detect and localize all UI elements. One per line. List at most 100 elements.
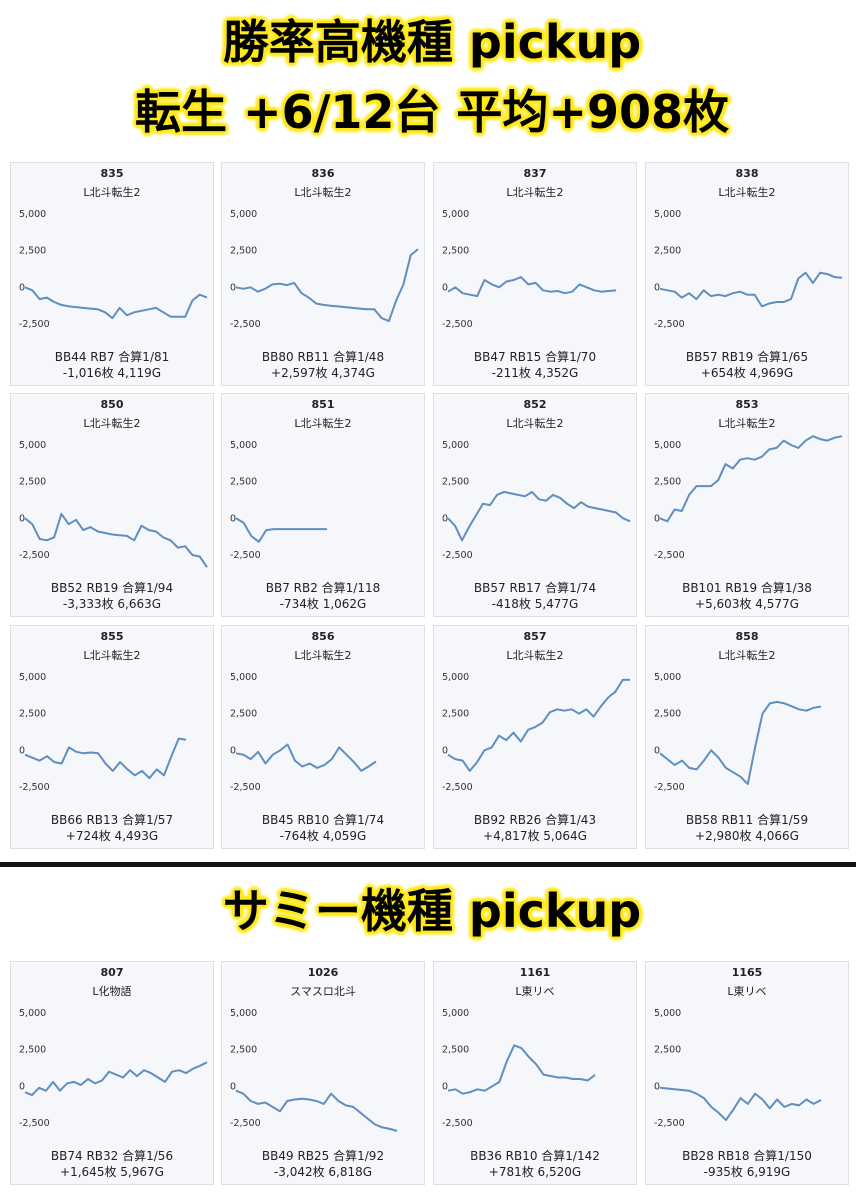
y-tick-label: -2,500 xyxy=(442,1118,473,1129)
slump-graph: 5,000 2,500 0 -2,500 xyxy=(654,209,843,330)
series-line xyxy=(659,435,843,523)
stats-block: BB47 RB15 合算1/70 -211枚 4,352G xyxy=(434,349,636,381)
y-tick-label: 5,000 xyxy=(230,209,257,220)
stats-block: BB52 RB19 合算1/94 -3,333枚 6,663G xyxy=(11,580,213,612)
result-stats: -935枚 6,919G xyxy=(703,1165,791,1179)
model-name: L北斗転生2 xyxy=(718,649,776,662)
y-tick-label: 2,500 xyxy=(654,709,681,720)
y-tick-label: -2,500 xyxy=(19,782,50,793)
series-line xyxy=(24,512,208,568)
slump-graph: 5,000 2,500 0 -2,500 xyxy=(442,1008,596,1129)
y-tick-label: -2,500 xyxy=(230,782,261,793)
stats-block: BB49 RB25 合算1/92 -3,042枚 6,818G xyxy=(222,1148,424,1180)
chart-panel-856: 856 L北斗転生2 5,000 2,500 0 -2,500 BB45 RB10 合算1/… xyxy=(221,625,425,849)
y-tick-label: -2,500 xyxy=(654,782,685,793)
machine-number: 837 xyxy=(523,167,547,180)
headline-sammy-pickup: サミー機種 pickup xyxy=(222,884,642,938)
series-line xyxy=(235,1089,398,1132)
model-name: L北斗転生2 xyxy=(294,417,352,430)
result-stats: +781枚 6,520G xyxy=(488,1165,582,1179)
y-tick-label: -2,500 xyxy=(19,319,50,330)
series-line xyxy=(235,743,377,772)
model-name: L北斗転生2 xyxy=(294,186,352,199)
result-stats: -734枚 1,062G xyxy=(279,597,367,611)
stats-block: BB57 RB17 合算1/74 -418枚 5,477G xyxy=(434,580,636,612)
bonus-stats: BB101 RB19 合算1/38 xyxy=(682,581,812,595)
chart-panel-836: 836 L北斗転生2 5,000 2,500 0 -2,500 BB80 RB11 合算1/… xyxy=(221,162,425,386)
result-stats: +2,597枚 4,374G xyxy=(271,366,375,380)
result-stats: -211枚 4,352G xyxy=(491,366,579,380)
headline-pickup: 勝率高機種 pickup xyxy=(222,15,642,69)
y-tick-label: 2,500 xyxy=(230,246,257,257)
slump-graph: 5,000 2,500 0 -2,500 xyxy=(442,672,631,793)
machine-number: 855 xyxy=(100,630,124,643)
y-tick-label: -2,500 xyxy=(230,319,261,330)
y-tick-label: -2,500 xyxy=(654,1118,685,1129)
series-line xyxy=(24,1061,208,1097)
y-tick-label: 0 xyxy=(442,282,448,293)
chart-panel-853: 853 L北斗転生2 5,000 2,500 0 -2,500 BB101 RB19 合算1… xyxy=(645,393,849,617)
machine-number: 850 xyxy=(100,398,124,411)
machine-number: 1165 xyxy=(731,966,763,979)
bonus-stats: BB57 RB17 合算1/74 xyxy=(473,581,597,595)
slump-graph: 5,000 2,500 0 -2,500 xyxy=(19,672,187,793)
bonus-stats: BB7 RB2 合算1/118 xyxy=(265,581,381,595)
chart-panel-807: 807 L化物語 5,000 2,500 0 -2,500 BB74 RB32 合算1/56… xyxy=(10,961,214,1185)
slump-graph: 5,000 2,500 0 -2,500 xyxy=(230,1008,398,1132)
y-tick-label: 0 xyxy=(654,1081,660,1092)
y-tick-label: 5,000 xyxy=(230,440,257,451)
slump-graph: 5,000 2,500 0 -2,500 xyxy=(230,209,419,330)
machine-number: 835 xyxy=(100,167,124,180)
chart-panel-855: 855 L北斗転生2 5,000 2,500 0 -2,500 BB66 RB13 合算1/… xyxy=(10,625,214,849)
series-line xyxy=(24,737,187,780)
bonus-stats: BB57 RB19 合算1/65 xyxy=(685,350,809,364)
series-line xyxy=(659,271,843,308)
bonus-stats: BB80 RB11 合算1/48 xyxy=(261,350,385,364)
slump-graph: 5,000 2,500 0 -2,500 xyxy=(19,209,208,330)
machine-number: 858 xyxy=(735,630,759,643)
bonus-stats: BB45 RB10 合算1/74 xyxy=(261,813,385,827)
y-tick-label: 0 xyxy=(19,513,25,524)
stats-block: BB66 RB13 合算1/57 +724枚 4,493G xyxy=(11,812,213,844)
stats-block: BB44 RB7 合算1/81 -1,016枚 4,119G xyxy=(11,349,213,381)
bonus-stats: BB92 RB26 合算1/43 xyxy=(473,813,597,827)
series-line xyxy=(447,276,617,298)
result-stats: +654枚 4,969G xyxy=(700,366,794,380)
model-name: L北斗転生2 xyxy=(83,649,141,662)
y-tick-label: -2,500 xyxy=(442,782,473,793)
y-tick-label: 0 xyxy=(442,513,448,524)
stats-block: BB36 RB10 合算1/142 +781枚 6,520G xyxy=(434,1148,636,1180)
result-stats: +5,603枚 4,577G xyxy=(695,597,799,611)
y-tick-label: 2,500 xyxy=(442,477,469,488)
chart-panel-851: 851 L北斗転生2 5,000 2,500 0 -2,500 BB7 RB2 合算1/11… xyxy=(221,393,425,617)
model-name: L東リベ xyxy=(727,985,767,998)
chart-panel-1026: 1026 スマスロ北斗 5,000 2,500 0 -2,500 BB49 RB25 合算1… xyxy=(221,961,425,1185)
bonus-stats: BB58 RB11 合算1/59 xyxy=(685,813,809,827)
stats-block: BB7 RB2 合算1/118 -734枚 1,062G xyxy=(222,580,424,612)
model-name: L北斗転生2 xyxy=(718,417,776,430)
y-tick-label: -2,500 xyxy=(19,550,50,561)
machine-number: 1161 xyxy=(519,966,551,979)
slump-graph: 5,000 2,500 0 -2,500 xyxy=(654,435,843,561)
stats-block: BB80 RB11 合算1/48 +2,597枚 4,374G xyxy=(222,349,424,381)
model-name: L北斗転生2 xyxy=(506,649,564,662)
y-tick-label: 0 xyxy=(230,513,236,524)
y-tick-label: 2,500 xyxy=(19,246,46,257)
y-tick-label: 2,500 xyxy=(442,709,469,720)
y-tick-label: 5,000 xyxy=(19,440,46,451)
bonus-stats: BB36 RB10 合算1/142 xyxy=(470,1149,600,1163)
stats-block: BB57 RB19 合算1/65 +654枚 4,969G xyxy=(646,349,848,381)
bonus-stats: BB47 RB15 合算1/70 xyxy=(473,350,597,364)
result-stats: +1,645枚 5,967G xyxy=(60,1165,164,1179)
y-tick-label: -2,500 xyxy=(442,550,473,561)
y-tick-label: 2,500 xyxy=(654,477,681,488)
chart-panel-857: 857 L北斗転生2 5,000 2,500 0 -2,500 BB92 RB26 合算1/… xyxy=(433,625,637,849)
y-tick-label: 2,500 xyxy=(654,1045,681,1056)
chart-panel-1165: 1165 L東リベ 5,000 2,500 0 -2,500 BB28 RB18 合算1/1… xyxy=(645,961,849,1185)
y-tick-label: 2,500 xyxy=(230,1045,257,1056)
result-stats: -1,016枚 4,119G xyxy=(62,366,162,380)
chart-panel-1161: 1161 L東リベ 5,000 2,500 0 -2,500 BB36 RB10 合算1/1… xyxy=(433,961,637,1185)
slump-graph: 5,000 2,500 0 -2,500 xyxy=(442,440,631,561)
section-divider xyxy=(0,862,856,867)
y-tick-label: 2,500 xyxy=(230,709,257,720)
